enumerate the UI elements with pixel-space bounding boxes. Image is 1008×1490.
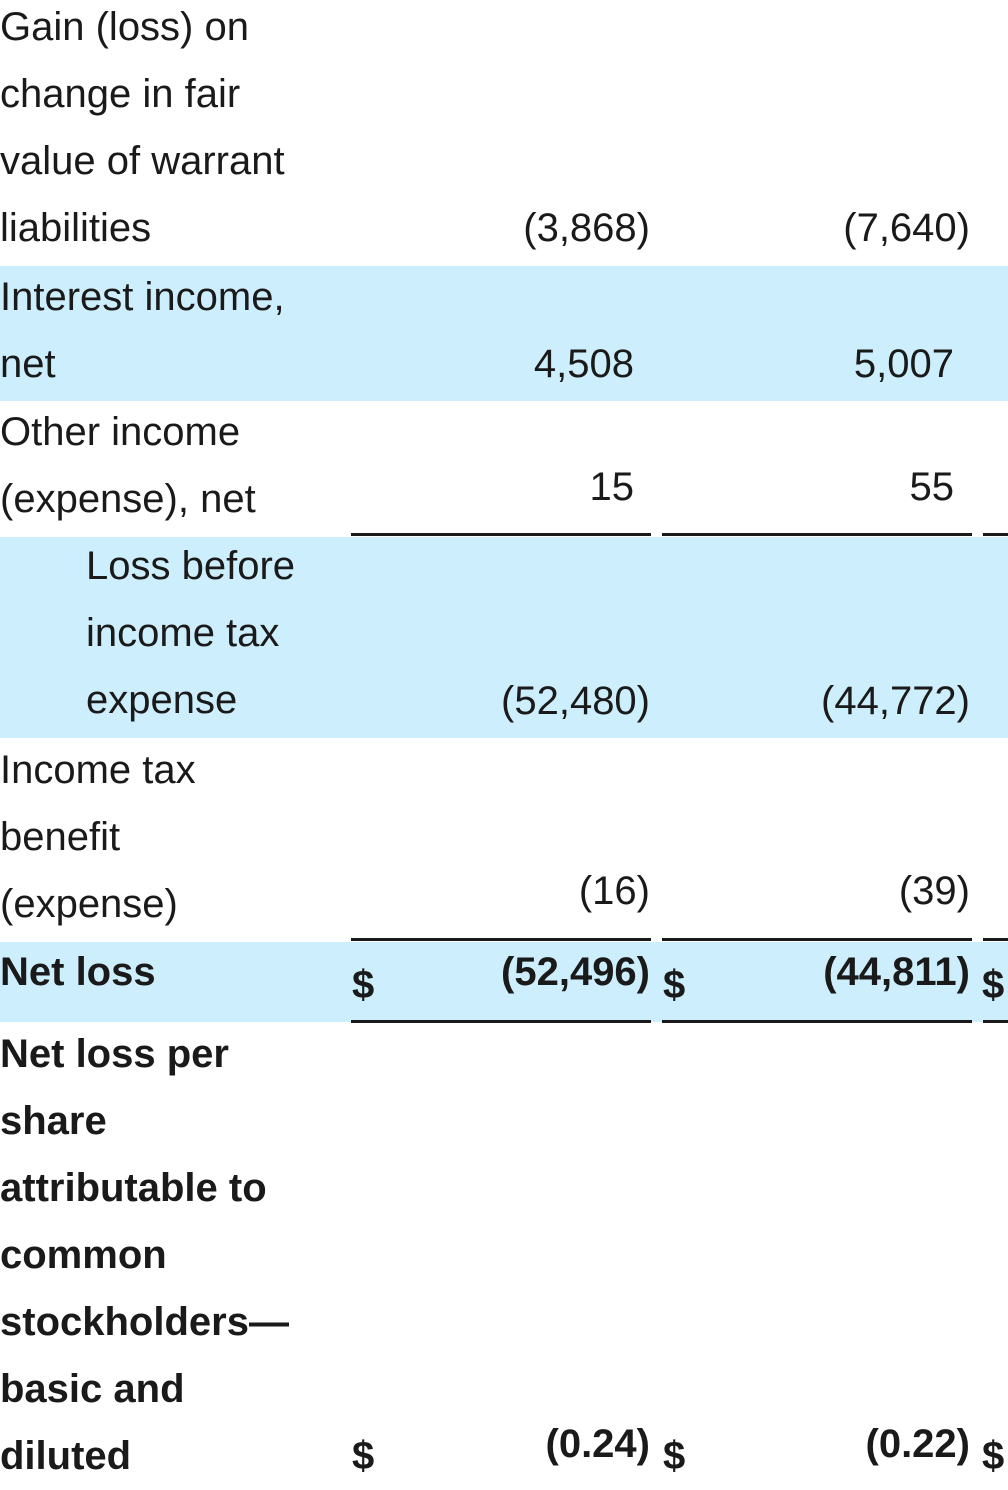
total-rule <box>983 938 1008 941</box>
label-line: Income tax <box>0 748 196 792</box>
value-col2: (44,811) <box>823 950 970 994</box>
value-col1: 15 <box>589 465 635 509</box>
row-other-income: Other income (expense), net 15 55 <box>0 401 1008 537</box>
row-label: Interest income, net <box>0 264 285 398</box>
label-line: Gain (loss) on <box>0 5 249 49</box>
label-line: benefit <box>0 815 121 859</box>
row-label: Loss before income tax expense <box>86 533 295 734</box>
value-col2: (44,772) <box>821 679 970 723</box>
label-line: value of warrant <box>0 139 285 183</box>
value-col2: 55 <box>909 465 955 509</box>
currency-symbol: $ <box>982 963 1005 1007</box>
value-col2: (0.22) <box>865 1422 971 1466</box>
label-line: change in fair <box>0 72 241 116</box>
row-label: Gain (loss) on change in fair value of w… <box>0 0 285 262</box>
total-underline <box>983 1020 1008 1023</box>
row-label: Net loss per share attributable to commo… <box>0 1021 289 1490</box>
label-line: (expense), net <box>0 477 256 521</box>
label-line: Interest income, <box>0 275 285 319</box>
value-col1: 4,508 <box>533 342 634 386</box>
value-col1: (16) <box>578 869 650 913</box>
value-col1: (52,480) <box>501 679 650 723</box>
label-line: net <box>0 342 56 386</box>
row-net-loss-per-share: Net loss per share attributable to commo… <box>0 1023 1008 1487</box>
row-income-tax: Income tax benefit (expense) (16) (39) <box>0 738 1008 942</box>
currency-symbol: $ <box>663 1434 686 1478</box>
row-interest-income: Interest income, net 4,508 5,007 <box>0 266 1008 401</box>
subtotal-rule <box>983 533 1008 536</box>
label-line: stockholders— <box>0 1300 289 1344</box>
value-col1: (52,496) <box>501 950 650 994</box>
row-label: Other income (expense), net <box>0 399 256 533</box>
label-line: share <box>0 1099 107 1143</box>
label-line: diluted <box>0 1434 132 1478</box>
total-rule <box>662 938 972 941</box>
currency-symbol: $ <box>982 1434 1005 1478</box>
label-line: basic and <box>0 1367 185 1411</box>
label-line: attributable to <box>0 1166 267 1210</box>
row-label: Income tax benefit (expense) <box>0 737 196 938</box>
value-col2: (7,640) <box>843 206 970 250</box>
subtotal-rule <box>351 533 651 536</box>
row-warrant-liabilities: Gain (loss) on change in fair value of w… <box>0 0 1008 266</box>
label-line: income tax <box>86 611 280 655</box>
total-underline <box>662 1020 972 1023</box>
label-line: liabilities <box>0 206 152 250</box>
value-col2: (39) <box>898 869 970 913</box>
currency-symbol: $ <box>352 963 375 1007</box>
label-line: Loss before <box>86 544 296 588</box>
value-col2: 5,007 <box>853 342 954 386</box>
label-line: Net loss <box>0 950 156 994</box>
subtotal-rule <box>662 533 972 536</box>
label-line: common <box>0 1233 167 1277</box>
currency-symbol: $ <box>663 963 686 1007</box>
label-line: (expense) <box>0 882 178 926</box>
label-line: expense <box>86 678 238 722</box>
value-col1: (0.24) <box>545 1422 651 1466</box>
value-col1: (3,868) <box>523 206 650 250</box>
row-label: Net loss <box>0 939 156 1006</box>
row-loss-before-tax: Loss before income tax expense (52,480) … <box>0 537 1008 738</box>
row-net-loss: Net loss $ (52,496) $ (44,811) $ <box>0 942 1008 1022</box>
label-line: Other income <box>0 410 241 454</box>
currency-symbol: $ <box>352 1434 375 1478</box>
total-rule <box>351 938 651 941</box>
label-line: Net loss per <box>0 1032 229 1076</box>
total-underline <box>351 1020 651 1023</box>
